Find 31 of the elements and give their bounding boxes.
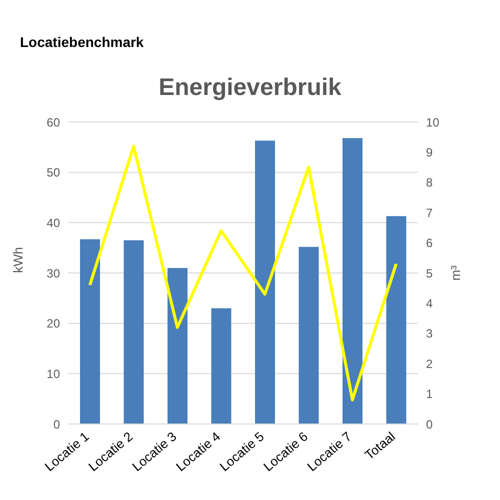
y-tick-label: 20 — [46, 316, 60, 331]
y2-axis-title: m³ — [448, 264, 463, 281]
bar — [386, 216, 406, 424]
bar — [298, 246, 319, 424]
y2-tick-label: 7 — [426, 206, 433, 220]
y2-tick-label: 8 — [426, 176, 433, 190]
y2-tick-label: 3 — [426, 326, 433, 341]
y-tick-label: 40 — [46, 216, 60, 230]
y2-tick-label: 2 — [426, 356, 433, 371]
bar — [80, 239, 100, 424]
bar — [124, 240, 144, 424]
y2-tick-label: 10 — [426, 115, 440, 130]
bar — [255, 140, 275, 424]
bar — [211, 308, 232, 424]
y-tick-label: 50 — [46, 166, 60, 180]
line-series — [88, 144, 398, 402]
bar — [168, 268, 188, 424]
y-tick-label: 0 — [53, 417, 60, 432]
y-tick-label: 60 — [46, 115, 60, 130]
y2-tick-label: 5 — [426, 266, 433, 280]
y-tick-label: 30 — [46, 266, 60, 280]
y2-tick-label: 6 — [426, 236, 433, 250]
y-axis-title: kWh — [10, 247, 26, 273]
y2-tick-label: 1 — [426, 387, 433, 402]
y2-tick-label: 9 — [426, 145, 433, 160]
y-tick-label: 10 — [46, 366, 60, 381]
y2-tick-label: 0 — [426, 417, 433, 432]
chart-subtitle: Energieverbruik — [158, 74, 342, 103]
chart-title: Locatiebenchmark — [19, 33, 145, 52]
y2-tick-label: 4 — [426, 296, 433, 310]
bar — [342, 138, 362, 424]
